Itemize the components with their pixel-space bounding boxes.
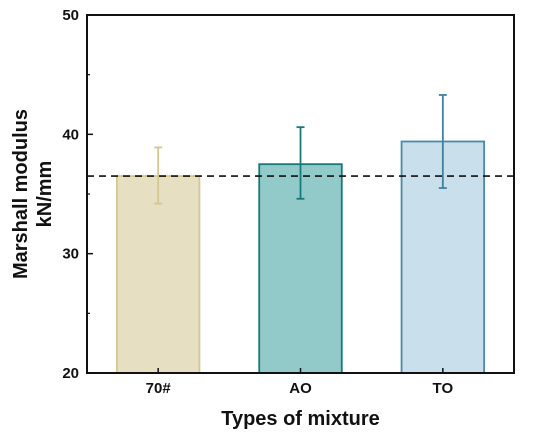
- bar-70: [115, 175, 201, 374]
- y-tick-label: 20: [62, 365, 79, 382]
- y-axis-ticks: 20 30 40 50: [62, 7, 93, 382]
- error-bars-layer: [154, 94, 447, 205]
- y-axis-label-line1: Marshall modulus: [10, 109, 32, 279]
- x-tick-label: TO: [433, 380, 454, 397]
- x-tick-label: 70#: [146, 380, 172, 397]
- error-bar: [296, 126, 305, 200]
- y-tick-label: 50: [62, 7, 79, 24]
- error-bar: [438, 94, 447, 189]
- y-axis-label-line2: kN/mm: [34, 161, 56, 228]
- x-tick-label: AO: [289, 380, 312, 397]
- error-bar: [154, 146, 163, 205]
- y-tick-label: 30: [62, 246, 79, 263]
- y-tick-label: 40: [62, 126, 79, 143]
- x-axis-label: Types of mixture: [221, 408, 380, 430]
- x-axis-ticks: 70# AO TO: [146, 368, 454, 397]
